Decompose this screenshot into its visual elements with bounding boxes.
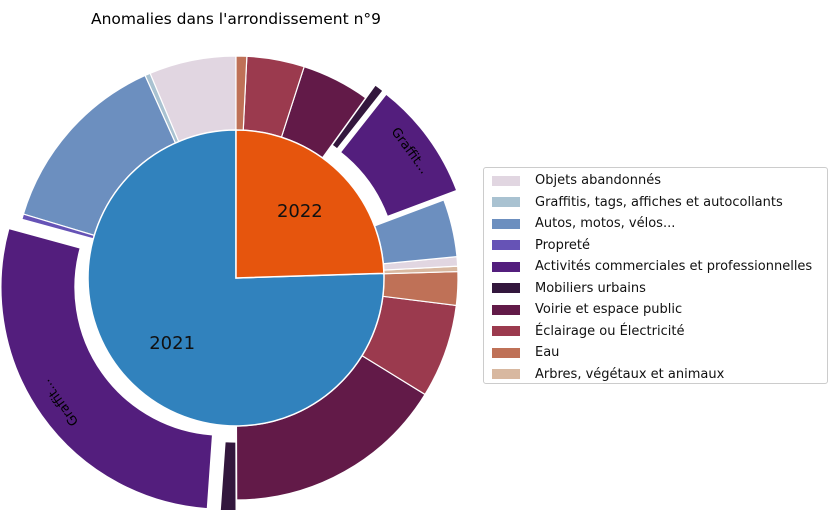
legend-swatch bbox=[492, 348, 520, 358]
legend-item-arbres-vegetaux-et-animaux: Arbres, végétaux et animaux bbox=[484, 364, 827, 386]
legend-swatch bbox=[492, 305, 520, 315]
inner-slice-label-2022: 2022 bbox=[277, 201, 323, 222]
legend-label: Éclairage ou Électricité bbox=[535, 324, 684, 339]
legend-swatch bbox=[492, 283, 520, 293]
legend-label: Graffitis, tags, affiches et autocollant… bbox=[535, 195, 783, 210]
legend-label: Activités commerciales et professionnell… bbox=[535, 259, 812, 274]
legend-item-proprete: Propreté bbox=[484, 235, 827, 257]
legend-label: Eau bbox=[535, 345, 559, 360]
legend-item-mobiliers-urbains: Mobiliers urbains bbox=[484, 278, 827, 300]
legend-swatch bbox=[492, 197, 520, 207]
legend-label: Arbres, végétaux et animaux bbox=[535, 367, 724, 382]
legend-swatch bbox=[492, 262, 520, 272]
legend-label: Propreté bbox=[535, 238, 590, 253]
legend-item-eau: Eau bbox=[484, 342, 827, 364]
legend-label: Autos, motos, vélos... bbox=[535, 216, 675, 231]
legend-swatch bbox=[492, 369, 520, 379]
legend-label: Mobiliers urbains bbox=[535, 281, 646, 296]
legend-label: Voirie et espace public bbox=[535, 302, 682, 317]
legend-item-autos-motos-velos: Autos, motos, vélos... bbox=[484, 213, 827, 235]
chart-title: Anomalies dans l'arrondissement n°9 bbox=[91, 10, 381, 28]
legend-swatch bbox=[492, 176, 520, 186]
legend-item-eclairage-ou-electricite: Éclairage ou Électricité bbox=[484, 321, 827, 343]
legend-item-activites-commerciales-et-professionnelles: Activités commerciales et professionnell… bbox=[484, 256, 827, 278]
legend: Objets abandonnés Graffitis, tags, affich… bbox=[483, 167, 828, 384]
outer-slice-2021-mobiliers-urbains bbox=[220, 442, 236, 510]
legend-item-objets-abandonnes: Objets abandonnés bbox=[484, 170, 827, 192]
legend-swatch bbox=[492, 219, 520, 229]
legend-item-graffitis-tags-affiches-et-autocollants: Graffitis, tags, affiches et autocollant… bbox=[484, 192, 827, 214]
legend-label: Objets abandonnés bbox=[535, 173, 661, 188]
legend-item-voirie-et-espace-public: Voirie et espace public bbox=[484, 299, 827, 321]
inner-slice-label-2021: 2021 bbox=[149, 333, 195, 354]
legend-swatch bbox=[492, 326, 520, 336]
legend-swatch bbox=[492, 240, 520, 250]
